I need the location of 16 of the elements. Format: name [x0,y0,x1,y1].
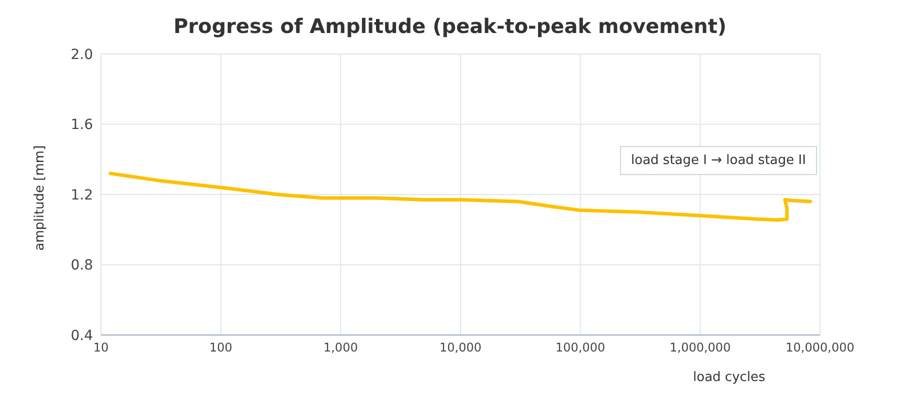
x-tick-label: 100,000 [556,340,606,355]
y-tick-label: 1.2 [70,187,93,204]
x-tick-label: 10 [93,340,109,355]
x-tick-label: 1,000 [323,340,358,355]
x-axis-title: load cycles [693,370,766,385]
y-tick-label: 0.4 [70,328,94,344]
y-axis-title: amplitude [mm] [32,145,48,251]
x-tick-label: 1,000,000 [670,340,731,355]
annotation: load stage I → load stage II [620,146,817,175]
chart-title: Progress of Amplitude (peak-to-peak movement) [172,14,728,38]
x-tick-label: 100 [209,340,232,355]
y-tick-label: 2.0 [70,46,93,63]
x-tick-label: 10,000 [440,340,482,355]
y-tick-label: 0.8 [70,258,93,274]
x-tick-label: 10,000,000 [786,340,854,355]
y-tick-label: 1.6 [70,117,94,134]
